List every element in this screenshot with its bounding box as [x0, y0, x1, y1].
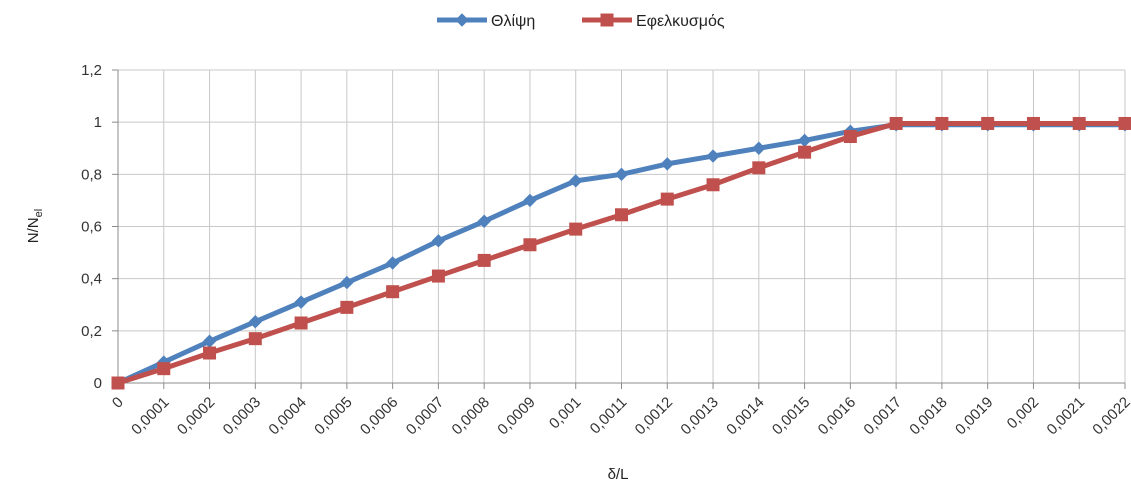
data-point — [386, 285, 400, 299]
data-point — [523, 193, 537, 208]
data-point — [1026, 116, 1040, 130]
legend-item: Θλίψη — [437, 13, 535, 30]
y-tick-label: 0,4 — [81, 271, 102, 288]
x-axis-title: δ/L — [608, 466, 629, 483]
data-point — [294, 316, 308, 330]
legend-label: Εφελκυσμός — [636, 13, 725, 30]
y-axis-title: N/Nel — [25, 209, 45, 243]
x-tick-label: 0,0007 — [403, 394, 447, 438]
data-point — [843, 130, 857, 144]
x-tick-label: 0,002 — [1004, 394, 1043, 433]
x-tick-label: 0 — [109, 394, 127, 412]
x-tick-label: 0,001 — [546, 394, 585, 433]
data-point — [569, 222, 583, 236]
y-tick-label: 0,8 — [81, 166, 102, 183]
data-point — [477, 214, 491, 228]
data-point — [752, 161, 766, 175]
x-tick-label: 0,0016 — [815, 394, 859, 438]
data-point — [889, 116, 903, 130]
x-tick-label: 0,0018 — [906, 394, 950, 438]
data-point — [752, 141, 766, 155]
data-point — [340, 300, 354, 314]
series-layer — [111, 116, 1131, 390]
data-point — [203, 346, 217, 360]
data-point — [797, 133, 812, 148]
y-tick-label: 0 — [94, 375, 102, 392]
x-tick-label: 0,0022 — [1089, 394, 1131, 438]
data-point — [431, 234, 446, 248]
legend-swatch-marker — [600, 13, 614, 27]
data-point — [523, 238, 537, 252]
y-tick-label: 1,2 — [81, 62, 102, 79]
x-tick-label: 0,0011 — [587, 394, 631, 438]
data-point — [340, 275, 354, 290]
y-axis-title-subscript: el — [33, 209, 45, 218]
y-tick-label: 1 — [94, 114, 102, 131]
x-tick-label: 0,0003 — [220, 394, 264, 438]
y-tick-label: 0,6 — [81, 219, 102, 236]
x-axis-ticks: 0 0,0001 0,0002 0,0003 0,0004 0,0005 0,0006 0,0… — [109, 394, 1131, 438]
x-tick-label: 0,0005 — [311, 394, 355, 438]
data-point — [706, 149, 720, 163]
y-tick-label: 0,2 — [81, 323, 102, 340]
series-tension — [111, 116, 1131, 390]
x-tick-label: 0,0004 — [265, 394, 309, 438]
x-tick-label: 0,0008 — [449, 394, 493, 438]
x-tick-label: 0,0019 — [952, 394, 996, 438]
data-point — [477, 253, 491, 267]
data-point — [111, 376, 125, 390]
data-point — [431, 269, 445, 283]
data-point — [1072, 116, 1086, 130]
x-tick-label: 0,0009 — [494, 394, 538, 438]
data-point — [248, 332, 262, 346]
data-point — [798, 145, 812, 159]
data-point — [614, 167, 629, 182]
y-axis-title-main: N/N — [25, 217, 42, 243]
y-axis-ticks: 0 0,2 0,4 0,6 0,8 1 1,2 — [81, 62, 102, 392]
x-tick-label: 0,0021 — [1044, 394, 1088, 438]
x-tick-label: 0,0014 — [723, 394, 767, 438]
x-tick-label: 0,0015 — [769, 394, 813, 438]
data-point — [981, 116, 995, 130]
data-point — [615, 208, 628, 222]
x-tick-label: 0,0001 — [128, 394, 172, 438]
data-point — [248, 314, 263, 329]
data-point — [294, 295, 308, 309]
x-tick-label: 0,0013 — [677, 394, 721, 438]
x-tick-label: 0,0017 — [860, 394, 904, 438]
data-point — [935, 116, 949, 130]
data-point — [1118, 116, 1131, 130]
grid — [112, 69, 1126, 389]
data-point — [569, 174, 583, 188]
data-point — [660, 157, 674, 171]
legend-item: Εφελκυσμός — [582, 13, 725, 30]
data-point — [706, 178, 720, 192]
x-tick-label: 0,0002 — [174, 394, 218, 438]
legend: Θλίψη Εφελκυσμός — [437, 13, 725, 30]
legend-swatch-marker — [455, 13, 469, 27]
legend-label: Θλίψη — [491, 13, 535, 30]
x-tick-label: 0,0006 — [357, 394, 401, 438]
x-tick-label: 0,0012 — [632, 394, 676, 438]
data-point — [385, 256, 400, 270]
data-point — [660, 192, 674, 206]
data-point — [157, 362, 171, 376]
